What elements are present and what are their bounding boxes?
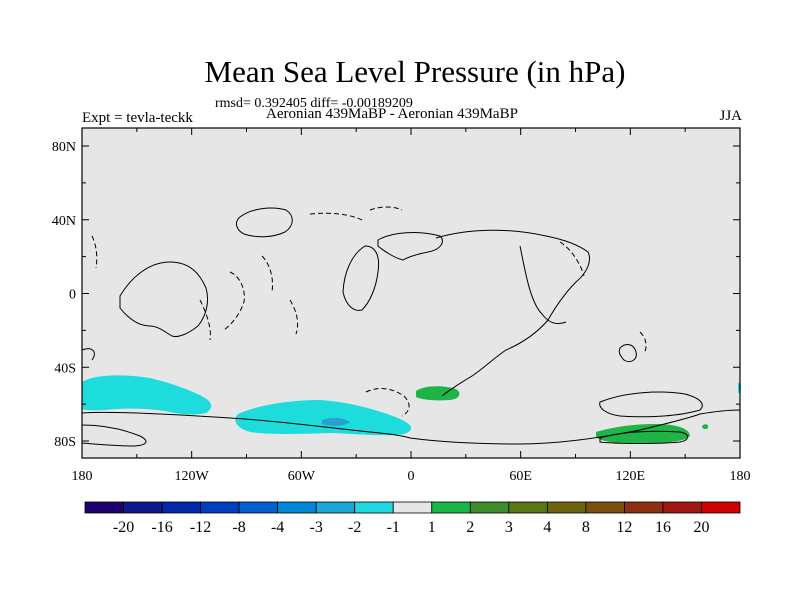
colorbar-swatch — [238, 501, 279, 514]
colorbar-label: 8 — [582, 519, 590, 536]
coast-australia-south — [599, 430, 688, 444]
experiment-label: Expt = tevla-teckk — [82, 110, 193, 126]
colorbar: -20 -16 -12 -8 -4 -3 -2 -1 1 2 3 4 8 12 16 20 — [84, 501, 741, 536]
colorbar-swatch — [624, 501, 664, 514]
lon-label: 180 — [72, 469, 93, 484]
dashed-coast-10 — [199, 299, 211, 341]
dashed-coast-2 — [261, 255, 273, 293]
season-label: JJA — [719, 108, 742, 124]
colorbar-swatch — [84, 501, 124, 514]
anomaly-fills — [82, 375, 741, 444]
dashed-coast-5 — [369, 206, 403, 211]
dashed-coast-9 — [91, 235, 98, 269]
coast-eurasia — [377, 232, 443, 261]
colorbar-swatch — [508, 501, 548, 514]
coast-laurentia — [342, 245, 380, 311]
lon-label: 60W — [288, 469, 316, 484]
coast-australia — [599, 391, 703, 418]
colorbar-label: -4 — [271, 519, 284, 536]
anomaly-region-cyan-west — [82, 375, 212, 415]
lat-label: 80N — [52, 140, 76, 155]
colorbar-label: -1 — [387, 519, 400, 536]
colorbar-label: -3 — [310, 519, 323, 536]
axes: 80N 40N 0 40S 80S 180 120W 60W 0 60E 120E 180 — [52, 128, 751, 484]
lon-label: 120W — [175, 469, 210, 484]
anomaly-region-blue — [322, 417, 350, 427]
coast-antarctica — [81, 409, 741, 445]
colorbar-swatch — [161, 501, 201, 514]
coast-fragment-west — [81, 348, 95, 361]
colorbar-swatch — [200, 501, 240, 514]
dashed-coast-3 — [289, 299, 299, 335]
coastlines — [81, 206, 741, 447]
stats-text: rmsd= 0.392405 diff= -0.00189209 — [215, 96, 413, 111]
colorbar-label: 1 — [428, 519, 436, 536]
colorbar-swatch — [277, 501, 317, 514]
dashed-coast-7 — [365, 388, 410, 417]
colorbar-label: -8 — [232, 519, 245, 536]
colorbar-swatch — [431, 501, 471, 514]
colorbar-swatch — [392, 501, 433, 514]
dashed-coast-1 — [223, 271, 245, 331]
coast-landmass-south-west — [81, 424, 147, 447]
lat-label: 0 — [69, 288, 76, 303]
colorbar-swatch — [701, 501, 741, 514]
colorbar-label: -2 — [348, 519, 361, 536]
colorbar-swatch — [123, 501, 163, 514]
coast-island-east — [618, 344, 637, 363]
colorbar-label: 16 — [655, 519, 671, 536]
lon-label: 180 — [730, 469, 751, 484]
anomaly-region-green-africa — [416, 386, 460, 401]
colorbar-label: -20 — [113, 519, 134, 536]
colorbar-label: -16 — [151, 519, 172, 536]
colorbar-swatch — [354, 501, 394, 514]
lat-label: 40S — [54, 361, 76, 376]
anomaly-region-green-small — [702, 424, 709, 430]
colorbar-label: 4 — [543, 519, 551, 536]
colorbar-swatch — [469, 501, 510, 514]
colorbar-label: 3 — [505, 519, 513, 536]
lon-label: 0 — [408, 469, 415, 484]
lon-label: 120E — [616, 469, 646, 484]
coast-south-america — [119, 261, 209, 337]
anomaly-region-cyan-central — [235, 400, 412, 436]
dashed-coast-4 — [309, 212, 363, 221]
coast-north-america — [236, 207, 293, 238]
chart-title: Mean Sea Level Pressure (in hPa) — [204, 54, 626, 89]
colorbar-swatch — [585, 501, 625, 514]
colorbar-label: 12 — [616, 519, 632, 536]
colorbar-label: 2 — [466, 519, 474, 536]
colorbar-swatch — [315, 501, 356, 514]
subtitle: Aeronian 439MaBP - Aeronian 439MaBP — [266, 106, 518, 122]
lat-label: 80S — [54, 435, 76, 450]
colorbar-swatch — [546, 501, 587, 514]
dashed-coast-8 — [639, 331, 647, 355]
colorbar-label: -12 — [190, 519, 211, 536]
coast-asia-east — [519, 245, 567, 325]
coast-gondwana-east — [435, 229, 590, 397]
lat-label: 40N — [52, 214, 76, 229]
colorbar-label: 20 — [693, 519, 709, 536]
lon-label: 60E — [509, 469, 532, 484]
dashed-coast-6 — [559, 241, 585, 277]
colorbar-swatch — [662, 501, 702, 514]
anomaly-region-green-australia — [596, 424, 690, 444]
